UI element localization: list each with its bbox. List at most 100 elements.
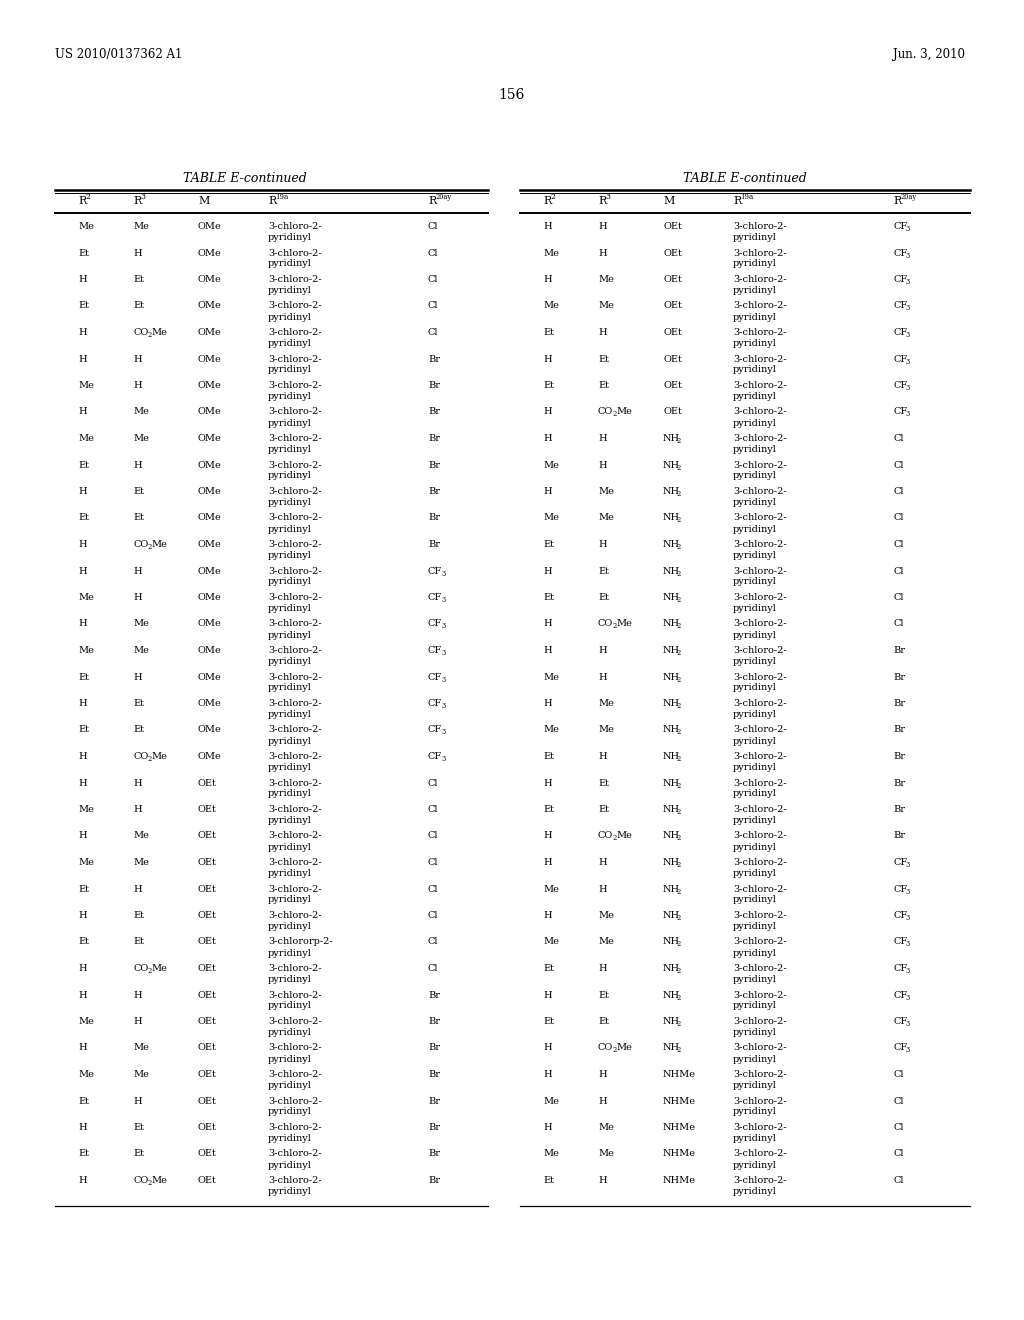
Text: pyridinyl: pyridinyl — [733, 234, 777, 242]
Text: Br: Br — [428, 408, 440, 417]
Text: H: H — [543, 779, 552, 788]
Text: OMe: OMe — [198, 619, 222, 628]
Text: 3-chloro-2-: 3-chloro-2- — [268, 487, 322, 496]
Text: 3-chloro-2-: 3-chloro-2- — [733, 700, 786, 708]
Text: 3-chloro-2-: 3-chloro-2- — [733, 1097, 786, 1106]
Text: pyridinyl: pyridinyl — [268, 921, 312, 931]
Text: Cl: Cl — [428, 858, 438, 867]
Text: OEt: OEt — [198, 832, 217, 841]
Text: Me: Me — [133, 222, 148, 231]
Text: Cl: Cl — [428, 937, 438, 946]
Text: Cl: Cl — [428, 805, 438, 814]
Text: 3-chloro-2-: 3-chloro-2- — [733, 301, 786, 310]
Text: Me: Me — [598, 700, 613, 708]
Text: OEt: OEt — [198, 1016, 217, 1026]
Text: OMe: OMe — [198, 327, 222, 337]
Text: 3-chloro-2-: 3-chloro-2- — [268, 408, 322, 417]
Text: OMe: OMe — [198, 645, 222, 655]
Text: CF: CF — [893, 248, 907, 257]
Text: pyridinyl: pyridinyl — [733, 975, 777, 983]
Text: Me: Me — [133, 1071, 148, 1078]
Text: 3-chloro-2-: 3-chloro-2- — [268, 779, 322, 788]
Text: H: H — [133, 672, 141, 681]
Text: R: R — [428, 195, 436, 206]
Text: OMe: OMe — [198, 461, 222, 470]
Text: Me: Me — [151, 752, 167, 762]
Text: pyridinyl: pyridinyl — [733, 657, 777, 667]
Text: 3-chloro-2-: 3-chloro-2- — [733, 355, 786, 363]
Text: NH: NH — [663, 619, 680, 628]
Text: H: H — [133, 566, 141, 576]
Text: Br: Br — [428, 1044, 440, 1052]
Text: 20ay: 20ay — [435, 193, 452, 201]
Text: NH: NH — [663, 937, 680, 946]
Text: OEt: OEt — [663, 275, 682, 284]
Text: Cl: Cl — [428, 248, 438, 257]
Text: NH: NH — [663, 726, 680, 734]
Text: H: H — [133, 779, 141, 788]
Text: R: R — [133, 195, 141, 206]
Text: 3: 3 — [441, 755, 445, 763]
Text: OMe: OMe — [198, 566, 222, 576]
Text: OMe: OMe — [198, 408, 222, 417]
Text: NH: NH — [663, 700, 680, 708]
Text: Et: Et — [78, 1097, 89, 1106]
Text: R: R — [268, 195, 276, 206]
Text: 2: 2 — [676, 729, 680, 737]
Text: H: H — [598, 752, 606, 762]
Text: Et: Et — [598, 990, 609, 999]
Text: 3: 3 — [906, 1047, 910, 1055]
Text: 2: 2 — [676, 702, 680, 710]
Text: 3-chloro-2-: 3-chloro-2- — [268, 1097, 322, 1106]
Text: pyridinyl: pyridinyl — [733, 445, 777, 454]
Text: 3: 3 — [441, 569, 445, 578]
Text: 3: 3 — [906, 279, 910, 286]
Text: Et: Et — [133, 726, 144, 734]
Text: pyridinyl: pyridinyl — [268, 1160, 312, 1170]
Text: Me: Me — [78, 1016, 94, 1026]
Text: Br: Br — [893, 832, 905, 841]
Text: NHMe: NHMe — [663, 1150, 696, 1159]
Text: Cl: Cl — [428, 911, 438, 920]
Text: pyridinyl: pyridinyl — [733, 921, 777, 931]
Text: Et: Et — [78, 513, 89, 523]
Text: OEt: OEt — [198, 1071, 217, 1078]
Text: 2: 2 — [676, 623, 680, 631]
Text: H: H — [78, 566, 87, 576]
Text: Br: Br — [893, 645, 905, 655]
Text: Et: Et — [543, 593, 554, 602]
Text: Et: Et — [133, 1123, 144, 1133]
Text: 3-chloro-2-: 3-chloro-2- — [733, 832, 786, 841]
Text: pyridinyl: pyridinyl — [733, 1187, 777, 1196]
Text: 2: 2 — [147, 543, 152, 550]
Text: pyridinyl: pyridinyl — [733, 895, 777, 904]
Text: Br: Br — [893, 805, 905, 814]
Text: CF: CF — [893, 884, 907, 894]
Text: H: H — [78, 752, 87, 762]
Text: pyridinyl: pyridinyl — [733, 949, 777, 957]
Text: pyridinyl: pyridinyl — [733, 684, 777, 693]
Text: CO: CO — [598, 619, 613, 628]
Text: Cl: Cl — [893, 619, 903, 628]
Text: 3-chloro-2-: 3-chloro-2- — [268, 964, 322, 973]
Text: Me: Me — [598, 301, 613, 310]
Text: CF: CF — [428, 566, 442, 576]
Text: H: H — [78, 540, 87, 549]
Text: Br: Br — [428, 1016, 440, 1026]
Text: 3-chloro-2-: 3-chloro-2- — [268, 301, 322, 310]
Text: pyridinyl: pyridinyl — [268, 1081, 312, 1090]
Text: Me: Me — [78, 593, 94, 602]
Text: 3-chloro-2-: 3-chloro-2- — [733, 593, 786, 602]
Text: Me: Me — [133, 858, 148, 867]
Text: 2: 2 — [612, 1047, 616, 1055]
Text: Me: Me — [133, 1044, 148, 1052]
Text: pyridinyl: pyridinyl — [268, 1134, 312, 1143]
Text: Et: Et — [598, 355, 609, 363]
Text: Me: Me — [151, 540, 167, 549]
Text: 3-chloro-2-: 3-chloro-2- — [733, 990, 786, 999]
Text: Br: Br — [428, 355, 440, 363]
Text: 3: 3 — [906, 994, 910, 1002]
Text: Br: Br — [428, 1150, 440, 1159]
Text: pyridinyl: pyridinyl — [733, 392, 777, 401]
Text: 3-chloro-2-: 3-chloro-2- — [268, 540, 322, 549]
